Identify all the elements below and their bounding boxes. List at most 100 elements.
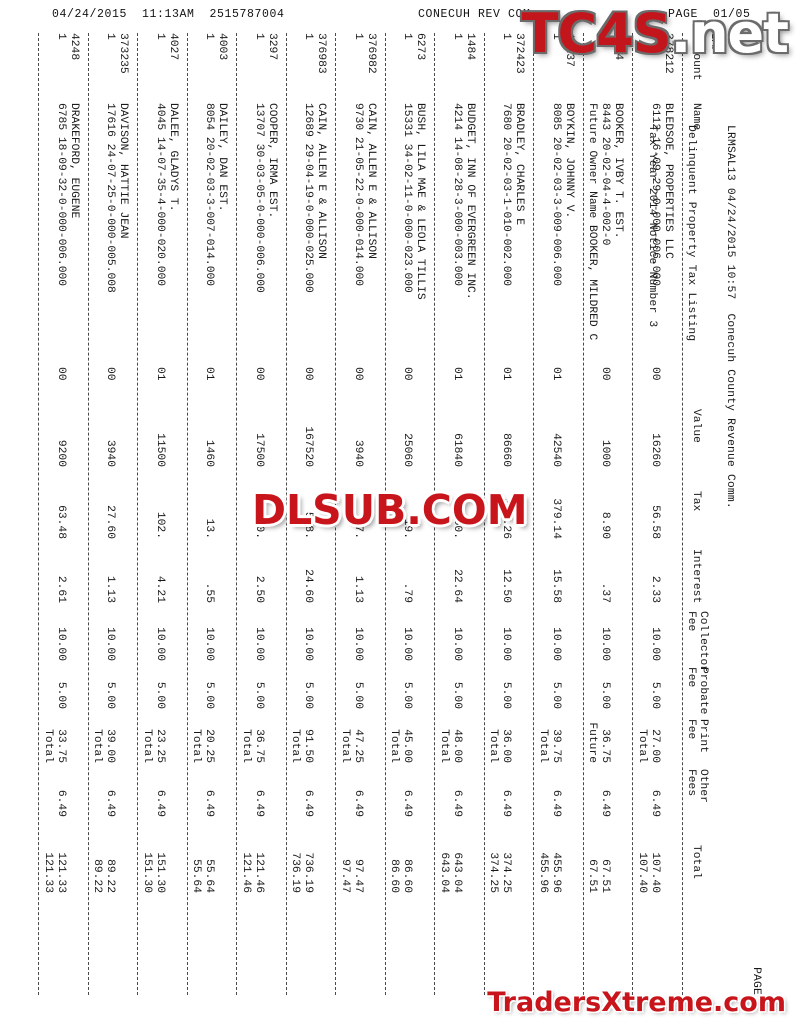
cell-value: 167520 [302,426,315,467]
cell-account: 2384 [612,33,625,61]
cell-parcel-id: 12689 29-04-19-0-000-025.000 [302,103,315,293]
cell-other-fees: 6.49 [500,789,513,817]
cell-total-repeat: 86.60 [388,859,401,893]
table-row: 373235 1 DAVISON, HATTIE JEAN 17616 24-07-2… [92,7,130,1017]
cell-total-label: Total [537,729,549,763]
cell-value: 25060 [401,433,414,467]
fax-header-timestamp: 04/24/2015 11:13AM 2515787004 [52,8,285,21]
fax-header-banner: 04/24/2015 11:13AM 2515787004 CONECUH RE… [0,6,796,28]
cell-total-label: Total [141,729,153,763]
cell-account-suffix: 1 [253,33,265,40]
cell-parcel-id: 8054 20-02-03-3-007-014.000 [203,103,216,287]
column-header-interest: Interest [690,549,702,604]
cell-class-code: 00 [599,367,612,381]
cell-total-label: Total [91,729,104,763]
cell-owner-name: BUDGET, INN OF EVERGREEN INC. [464,103,476,300]
cell-account-suffix: 1 [649,33,661,40]
cell-class-code: 01 [203,367,216,381]
cell-total: 455.96 [550,852,562,893]
cell-print-fee: 36.75 [253,729,265,763]
cell-total-label: Total [240,729,252,763]
cell-total-label: Total [388,729,401,763]
cell-account: 10237 [563,33,575,67]
cell-value: 1000 [599,439,612,467]
cell-value: 9200 [55,439,67,467]
table-row-separator [434,33,436,995]
cell-interest: .79 [401,582,414,603]
cell-class-code: 00 [55,367,67,381]
cell-parcel-id: 6785 18-09-32-0-000-006.000 [55,103,67,287]
cell-collector-fee: 10.00 [154,627,166,661]
cell-owner-name: DAVISON, HATTIE JEAN [117,103,130,239]
cell-class-code: 00 [401,367,414,381]
cell-total: 86.60 [401,859,414,893]
cell-other-fees: 6.49 [401,789,414,817]
cell-probate-fee: 5.00 [401,681,414,709]
cell-probate-fee: 5.00 [599,681,612,709]
cell-total: 121.33 [55,852,67,893]
cell-total-label: Total [636,729,648,763]
cell-probate-fee: 5.00 [649,681,661,709]
cell-account-suffix: 1 [550,33,562,40]
cell-probate-fee: 5.00 [500,681,513,709]
cell-parcel-id: 13707 30-03-05-0-000-006.000 [253,103,265,293]
cell-value: 61840 [451,433,463,467]
table-row-separator [187,33,188,995]
cell-print-fee: 23.25 [154,729,166,763]
cell-value: 42540 [550,433,562,467]
cell-interest: 1.13 [352,575,364,603]
cell-value: 86660 [500,433,513,467]
cell-owner-name: DALEE, GLADYS T. [167,103,179,212]
cell-collector-fee: 10.00 [55,627,67,661]
cell-tax: 60. [253,518,265,539]
table-row-separator [385,33,386,995]
cell-collector-fee: 10.00 [253,627,265,661]
column-header-value: Value [690,409,702,443]
cell-other-fees: 6.49 [451,789,463,817]
cell-other-fees: 6.49 [599,789,612,817]
table-row: 2384 1 BOOKER, IVBY T. EST. 8443 20-02-04-4… [587,7,625,1017]
cell-collector-fee: 10.00 [550,627,562,661]
table-row-separator [137,33,139,995]
cell-total-label: Total [487,729,500,763]
cell-other-fees: 6.49 [104,789,117,817]
cell-class-code: 00 [253,367,265,381]
cell-account: 3297 [266,33,278,61]
cell-account-suffix: 1 [302,33,315,40]
cell-total: 121.46 [253,852,265,893]
report-title-line1: LRMSAL13 04/24/2015 10:57 Conecuh County… [724,125,736,509]
cell-account: 4027 [167,33,179,61]
cell-total-repeat: 55.64 [190,859,203,893]
cell-class-code: 01 [500,367,513,381]
cell-tax: 27.60 [104,505,117,539]
cell-class-code: 00 [104,367,117,381]
cell-interest: 1.13 [104,575,117,603]
column-header-other-fees: Other Fees [684,769,709,803]
cell-collector-fee: 10.00 [203,627,216,661]
table-row: 378212 1 BLEDSOE, PROPERTIES LLC 6112 16-09… [636,7,674,1017]
table-row: 3297 1 COOPER, IRMA EST. 13707 30-03-05-0-0… [240,7,278,1017]
cell-total: 107.40 [649,852,661,893]
table-row: 376982 1 CAIN, ALLEN E & ALLISON 9730 21-05… [339,7,377,1017]
cell-tax: 56.58 [649,505,661,539]
column-header-account: Account [690,33,702,81]
cell-account-suffix: 1 [55,33,67,40]
cell-account: 373235 [117,33,130,74]
cell-account-suffix: 1 [500,33,513,40]
fax-header-page: PAGE 01/05 [668,8,751,21]
table-row-separator [682,33,683,995]
cell-print-fee: 39.00 [104,729,117,763]
cell-class-code: 01 [154,367,166,381]
cell-account-suffix: 1 [104,33,117,40]
cell-interest: 12.50 [500,569,513,603]
table-row-separator [286,33,287,995]
cell-probate-fee: 5.00 [203,681,216,709]
cell-probate-fee: 5.00 [253,681,265,709]
cell-collector-fee: 10.00 [649,627,661,661]
cell-future-owner: Future Owner Name BOOKER, MILDRED C [586,103,599,341]
column-header-print-fee: Print Fee [684,719,709,753]
cell-owner-name: BOOKER, IVBY T. EST. [612,103,625,239]
cell-total-label: Total [42,729,54,763]
cell-value: 11500 [154,433,166,467]
cell-parcel-id: 7680 20-02-03-1-010-002.000 [500,103,513,287]
